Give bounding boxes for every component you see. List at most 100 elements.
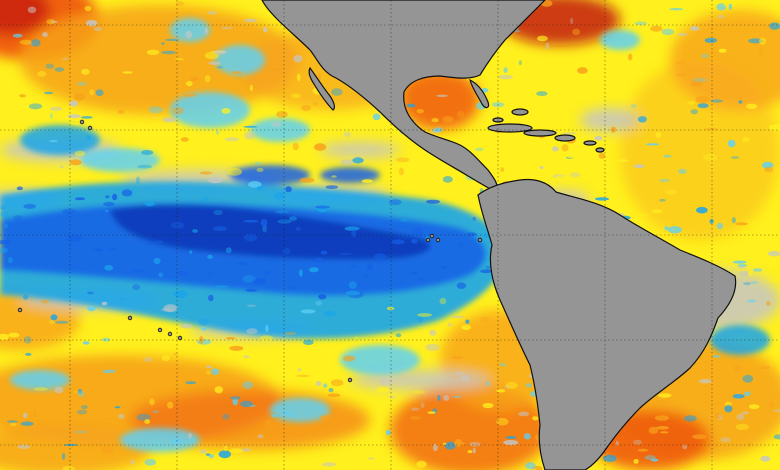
speckle-dot: [411, 228, 423, 236]
speckle-dot: [172, 106, 185, 115]
speckle-dot: [12, 33, 23, 38]
speckle-dot: [190, 438, 195, 443]
speckle-dot: [724, 401, 732, 407]
speckle-dot: [323, 310, 336, 316]
speckle-dot: [63, 443, 79, 447]
speckle-dot: [205, 453, 211, 456]
speckle-dot: [442, 176, 453, 183]
speckle-dot: [7, 257, 13, 264]
speckle-dot: [213, 50, 227, 55]
speckle-dot: [207, 254, 214, 259]
speckle-dot: [158, 272, 163, 278]
speckle-dot: [315, 205, 330, 209]
speckle-dot: [682, 444, 687, 450]
speckle-dot: [656, 426, 669, 430]
cool-patch: [320, 167, 380, 183]
speckle-dot: [461, 324, 471, 331]
speckle-dot: [457, 242, 465, 248]
speckle-dot: [81, 68, 90, 75]
speckle-dot: [330, 379, 344, 387]
speckle-dot: [14, 124, 26, 131]
speckle-dot: [635, 212, 649, 218]
speckle-dot: [320, 250, 328, 255]
speckle-dot: [162, 117, 176, 123]
speckle-dot: [77, 388, 83, 394]
speckle-dot: [136, 413, 151, 421]
speckle-dot: [272, 68, 284, 71]
speckle-dot: [50, 314, 58, 321]
speckle-dot: [760, 455, 771, 462]
speckle-dot: [743, 282, 752, 286]
speckle-dot: [215, 130, 220, 135]
speckle-dot: [214, 386, 224, 394]
speckle-dot: [299, 269, 303, 277]
warm-region: [400, 70, 480, 130]
speckle-dot: [505, 381, 518, 389]
speckle-dot: [368, 457, 375, 460]
speckle-dot: [389, 199, 402, 206]
speckle-dot: [0, 211, 9, 218]
speckle-dot: [210, 368, 220, 375]
speckle-dot: [331, 88, 343, 96]
speckle-dot: [8, 332, 20, 338]
speckle-dot: [16, 186, 23, 191]
speckle-dot: [703, 127, 719, 131]
speckle-dot: [645, 143, 660, 146]
speckle-dot: [303, 339, 314, 345]
speckle-dot: [275, 210, 289, 214]
speckle-dot: [389, 396, 396, 399]
speckle-dot: [426, 199, 440, 204]
island-dot: [157, 327, 163, 333]
speckle-dot: [315, 300, 322, 306]
speckle-dot: [229, 396, 241, 400]
speckle-dot: [344, 226, 360, 231]
speckle-dot: [84, 5, 92, 12]
speckle-dot: [630, 104, 637, 108]
speckle-dot: [263, 270, 272, 275]
speckle-dot: [503, 67, 508, 73]
speckle-dot: [339, 252, 353, 255]
speckle-dot: [271, 121, 282, 128]
speckle-dot: [505, 436, 517, 439]
speckle-dot: [208, 454, 215, 459]
speckle-dot: [373, 253, 387, 260]
speckle-dot: [634, 21, 647, 26]
speckle-dot: [667, 226, 682, 234]
speckle-dot: [28, 103, 43, 110]
speckle-dot: [145, 241, 152, 247]
speckle-dot: [308, 267, 319, 273]
speckle-dot: [0, 333, 9, 341]
speckle-dot: [518, 60, 523, 66]
speckle-dot: [246, 304, 257, 307]
speckle-dot: [633, 439, 642, 445]
speckle-dot: [105, 209, 109, 213]
caribbean-island: [583, 140, 597, 146]
speckle-dot: [570, 17, 574, 25]
warm-region: [20, 5, 300, 115]
speckle-dot: [417, 313, 433, 317]
speckle-dot: [437, 394, 441, 402]
speckle-dot: [69, 122, 84, 125]
speckle-dot: [768, 278, 780, 283]
speckle-dot: [769, 124, 780, 131]
speckle-dot: [395, 157, 410, 163]
speckle-dot: [376, 386, 390, 393]
speckle-dot: [696, 206, 708, 214]
speckle-dot: [225, 337, 236, 340]
baja-california: [308, 66, 336, 111]
speckle-dot: [77, 391, 86, 397]
speckle-dot: [669, 8, 684, 11]
speckle-dot: [243, 125, 258, 128]
cool-patch: [120, 428, 200, 452]
speckle-dot: [263, 26, 268, 33]
speckle-dot: [42, 32, 48, 38]
speckle-dot: [0, 204, 6, 211]
cool-patch: [80, 148, 160, 172]
speckle-dot: [753, 268, 763, 272]
speckle-dot: [230, 71, 243, 74]
speckle-dot: [141, 150, 154, 155]
speckle-dot: [297, 73, 301, 82]
speckle-dot: [537, 35, 548, 42]
speckle-dot: [232, 398, 239, 406]
speckle-dot: [198, 318, 209, 326]
